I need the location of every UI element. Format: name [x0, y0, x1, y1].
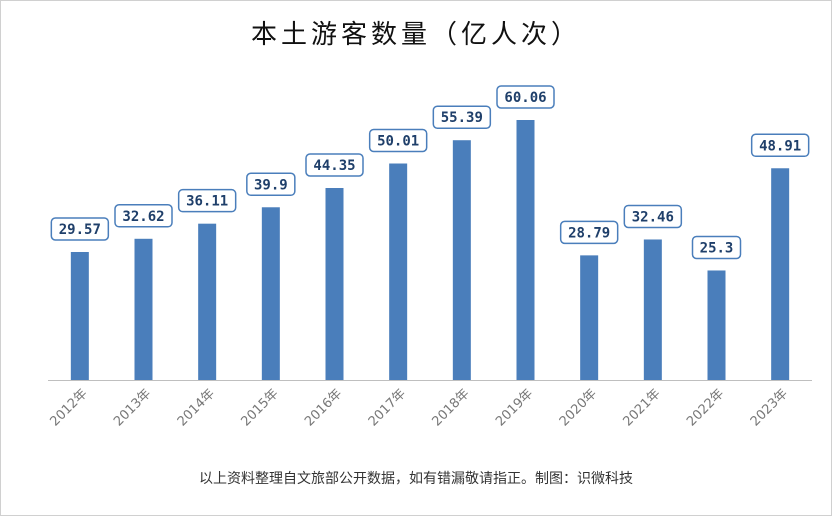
data-label-box	[246, 172, 296, 197]
data-label-box	[496, 85, 555, 109]
bar	[198, 223, 217, 380]
x-tick-label: 2020年	[557, 386, 600, 429]
x-tick-label: 2012年	[47, 386, 90, 429]
bar	[70, 251, 89, 380]
bar	[261, 207, 280, 380]
bar	[389, 163, 408, 380]
data-label-box	[114, 204, 173, 228]
data-label-box	[432, 105, 492, 129]
data-label: 55.39	[441, 110, 483, 126]
bar	[134, 238, 153, 380]
data-label: 50.01	[377, 134, 419, 150]
x-tick-label: 2015年	[238, 386, 281, 429]
bar	[325, 188, 344, 380]
data-label-box	[750, 133, 810, 158]
chart-title: 本土游客数量（亿人次）	[250, 20, 581, 50]
x-tick-label: 2018年	[429, 386, 472, 429]
data-label-box	[559, 220, 619, 245]
data-label: 36.11	[186, 194, 228, 210]
data-label: 29.57	[59, 222, 101, 238]
data-label-box	[623, 204, 683, 229]
x-tick-label: 2017年	[366, 386, 409, 429]
bar	[643, 239, 662, 380]
x-tick-label: 2016年	[302, 386, 345, 429]
x-tick-label: 2013年	[111, 386, 154, 429]
x-tick-label: 2023年	[748, 386, 791, 429]
data-label: 39.9	[254, 177, 288, 193]
data-label-box	[50, 217, 110, 241]
x-tick-label: 2022年	[684, 386, 727, 429]
data-label-box	[177, 188, 237, 213]
data-label: 28.79	[568, 225, 610, 241]
data-label: 32.46	[632, 209, 674, 225]
data-label: 25.3	[700, 240, 734, 256]
bar	[580, 255, 599, 380]
bar	[452, 140, 471, 380]
data-label: 44.35	[313, 158, 355, 174]
source-note: 以上资料整理自文旅部公开数据，如有错漏敬请指正。制图：识微科技	[199, 471, 633, 487]
x-tick-label: 2019年	[493, 386, 536, 429]
data-label: 60.06	[504, 90, 546, 106]
data-label-box	[305, 153, 364, 177]
bar	[516, 120, 535, 380]
data-label: 48.91	[759, 138, 801, 154]
bar	[707, 270, 726, 380]
data-label-box	[368, 128, 428, 153]
data-label-box	[691, 235, 742, 260]
x-tick-label: 2014年	[175, 386, 218, 429]
data-label: 32.62	[122, 209, 164, 225]
bar	[771, 168, 790, 380]
x-tick-label: 2021年	[620, 386, 663, 429]
